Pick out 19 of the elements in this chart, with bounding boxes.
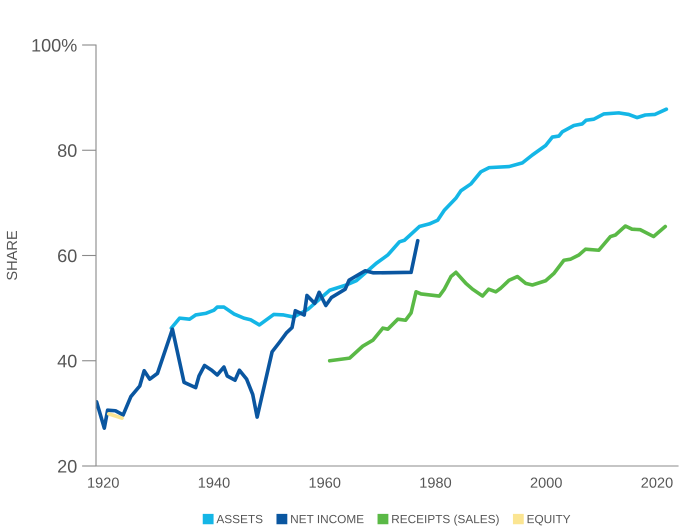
y-tick-label: 20 [58,460,77,473]
line-series [96,238,420,430]
y-axis-title: SHARE [6,231,18,280]
legend-label: EQUITY [528,514,570,526]
x-tick-label: 1980 [420,477,452,488]
x-tick-label: 1960 [310,477,340,488]
x-tick-label: 2020 [641,477,673,488]
x-tick-label: 2000 [530,477,562,488]
legend-label: NET INCOME [291,514,364,524]
x-tick-label: 1920 [88,477,119,488]
y-tick-label: 40 [58,354,77,368]
line-series [328,224,668,363]
y-tick-label: 80 [58,144,77,157]
legend-label: ASSETS [216,514,262,524]
y-tick-label: 100% [32,38,77,52]
x-tick-label: 1940 [198,477,230,488]
legend-label: RECEIPTS (SALES) [392,514,499,526]
y-tick-label: 60 [58,249,77,262]
line-series [170,107,668,330]
